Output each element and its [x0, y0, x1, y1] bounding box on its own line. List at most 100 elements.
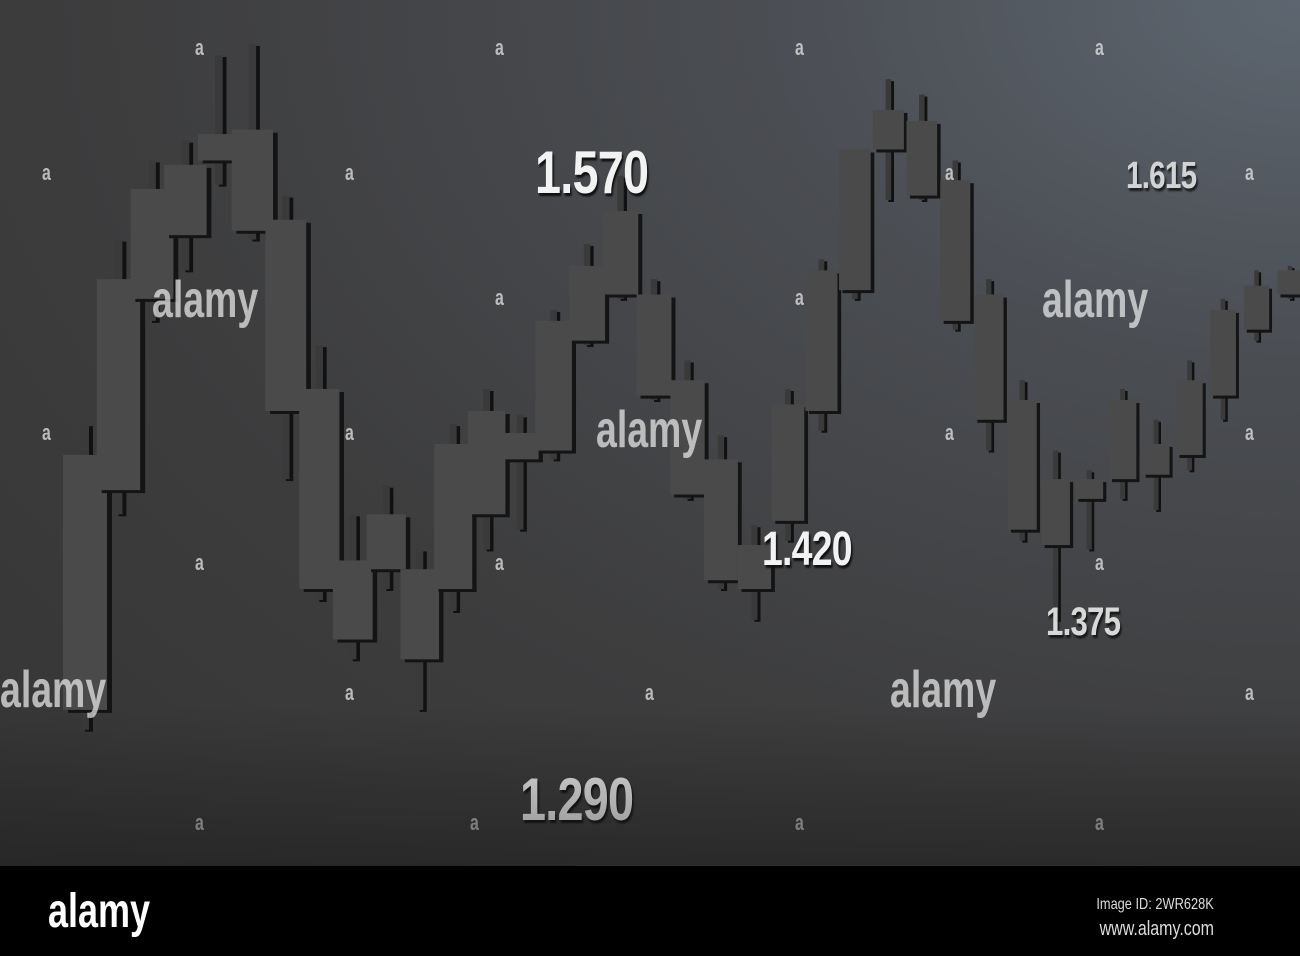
chart-scene: 1.570 1.290 1.420 1.375 1.615 alamy alam… [0, 0, 1300, 866]
watermark: alamy [1042, 271, 1149, 329]
price-label: 1.290 [520, 766, 634, 833]
candle-body [940, 180, 971, 321]
candle-body [299, 389, 340, 590]
candle-body [400, 569, 440, 660]
candle [670, 360, 709, 501]
candle-body [1041, 479, 1070, 546]
candle [805, 259, 842, 433]
watermark-glyph: a [495, 550, 504, 575]
watermark-glyph: a [795, 810, 804, 835]
candle-body [602, 210, 639, 295]
candle-wick-shadow [520, 417, 527, 532]
candle [299, 345, 345, 602]
watermark-glyph: a [345, 680, 354, 705]
watermark-glyph: a [345, 420, 354, 445]
watermark-glyph: a [42, 420, 51, 445]
price-label: 1.420 [762, 523, 853, 576]
watermark-glyph: a [1095, 550, 1104, 575]
candle [1142, 419, 1173, 512]
candle [1041, 450, 1074, 622]
candle [602, 175, 643, 301]
candle [231, 43, 278, 242]
watermark-glyph: a [795, 285, 804, 310]
watermark-glyph: a [945, 160, 954, 185]
candle-wick [516, 415, 524, 530]
price-label: 1.375 [1046, 600, 1121, 644]
candle-body [164, 164, 207, 236]
watermark-glyph: a [495, 35, 504, 60]
price-label: 1.615 [1126, 155, 1197, 197]
candle [535, 309, 577, 462]
watermark-glyph: a [1245, 420, 1254, 445]
candle-body [839, 149, 871, 291]
candle-body [872, 109, 904, 150]
candle [1108, 389, 1140, 501]
candle-body [501, 432, 539, 460]
candle [265, 195, 311, 482]
watermark-glyph: a [195, 35, 204, 60]
candle [1075, 470, 1107, 552]
watermark-glyph: a [945, 420, 954, 445]
candle [164, 140, 212, 273]
candle [96, 239, 146, 517]
candle-body [467, 410, 506, 515]
candle-body [535, 320, 572, 451]
candle-body [366, 514, 406, 570]
candle [940, 160, 974, 332]
watermark-glyph: a [195, 550, 204, 575]
candle [332, 514, 378, 662]
candle [434, 424, 477, 613]
candle-body [906, 120, 938, 196]
candle-body [1176, 380, 1203, 455]
candle-body [434, 443, 473, 590]
candle-body [771, 404, 805, 521]
watermark-glyph: a [1245, 160, 1254, 185]
watermark-glyph: a [795, 35, 804, 60]
candle-body [1210, 309, 1236, 396]
candle [704, 435, 742, 592]
candle-body [569, 265, 606, 341]
candle-body [265, 219, 307, 411]
candle-body [1277, 270, 1300, 295]
candle-body [1243, 285, 1270, 330]
candle-body [332, 560, 373, 640]
candle [1243, 270, 1273, 343]
watermark-glyph: a [1095, 35, 1104, 60]
candle-body [1007, 400, 1037, 530]
candle-wick [1086, 470, 1092, 550]
footer-bar: alamy Image ID: 2WR628K www.alamy.com [0, 866, 1300, 956]
watermark: alamy [890, 661, 997, 719]
candle [1007, 380, 1041, 543]
watermark-glyph: a [345, 160, 354, 185]
candle [467, 389, 510, 552]
candle [63, 424, 112, 732]
candle [906, 94, 941, 202]
watermark-glyph: a [1245, 680, 1254, 705]
watermark-glyph: a [470, 810, 479, 835]
candle-body [1108, 400, 1137, 480]
candle [1210, 298, 1239, 422]
watermark-glyph: a [195, 810, 204, 835]
image-id: Image ID: 2WR628K [1096, 896, 1214, 913]
watermark-glyph: a [1095, 810, 1104, 835]
watermark-glyph: a [495, 285, 504, 310]
watermark-glyph: a [645, 680, 654, 705]
candle-body [670, 380, 705, 495]
candle-body [704, 459, 738, 581]
candle [973, 279, 1007, 453]
candle [366, 485, 411, 592]
candlestick-chart [63, 43, 1300, 732]
candle-body [1075, 479, 1104, 499]
watermark: alamy [596, 401, 703, 459]
candle-wick [215, 54, 223, 185]
candle-body [231, 129, 274, 231]
candle-body [737, 545, 772, 590]
candle-body [63, 454, 107, 710]
watermark-glyph: a [42, 160, 51, 185]
candle [1277, 265, 1300, 301]
candle [872, 79, 908, 202]
candle [1176, 360, 1206, 473]
watermark: alamy [0, 661, 107, 719]
candle [400, 549, 444, 712]
alamy-logo: alamy [48, 885, 151, 938]
